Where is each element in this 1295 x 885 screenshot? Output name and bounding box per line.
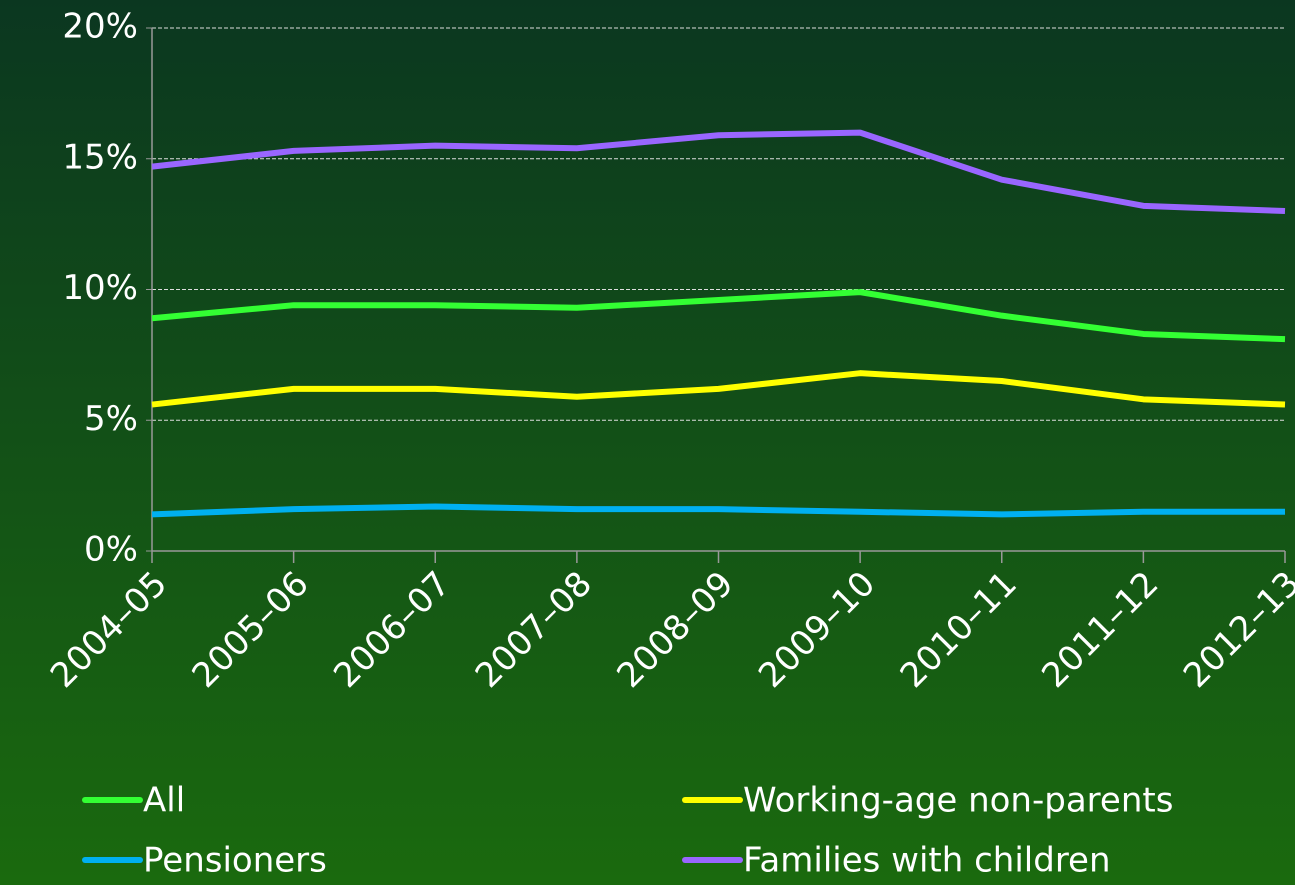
legend-label: Pensioners [143, 841, 327, 881]
series-line [151, 289, 1286, 343]
legend-item: All [82, 781, 185, 821]
series-line [151, 503, 1285, 518]
y-tick-label: 10% [62, 268, 138, 308]
series-line [151, 129, 1286, 215]
legend-label: Families with children [743, 841, 1111, 881]
y-tick-label: 5% [84, 399, 138, 439]
legend-item: Working-age non-parents [682, 781, 1173, 821]
legend-label: Working-age non-parents [743, 781, 1173, 821]
legend-item: Families with children [682, 841, 1111, 881]
legend-item: Pensioners [82, 841, 327, 881]
series-line [151, 370, 1286, 408]
y-tick-label: 15% [62, 137, 138, 177]
y-tick-label: 0% [84, 530, 138, 570]
y-tick-label: 20% [62, 7, 138, 47]
legend-label: All [143, 781, 185, 821]
